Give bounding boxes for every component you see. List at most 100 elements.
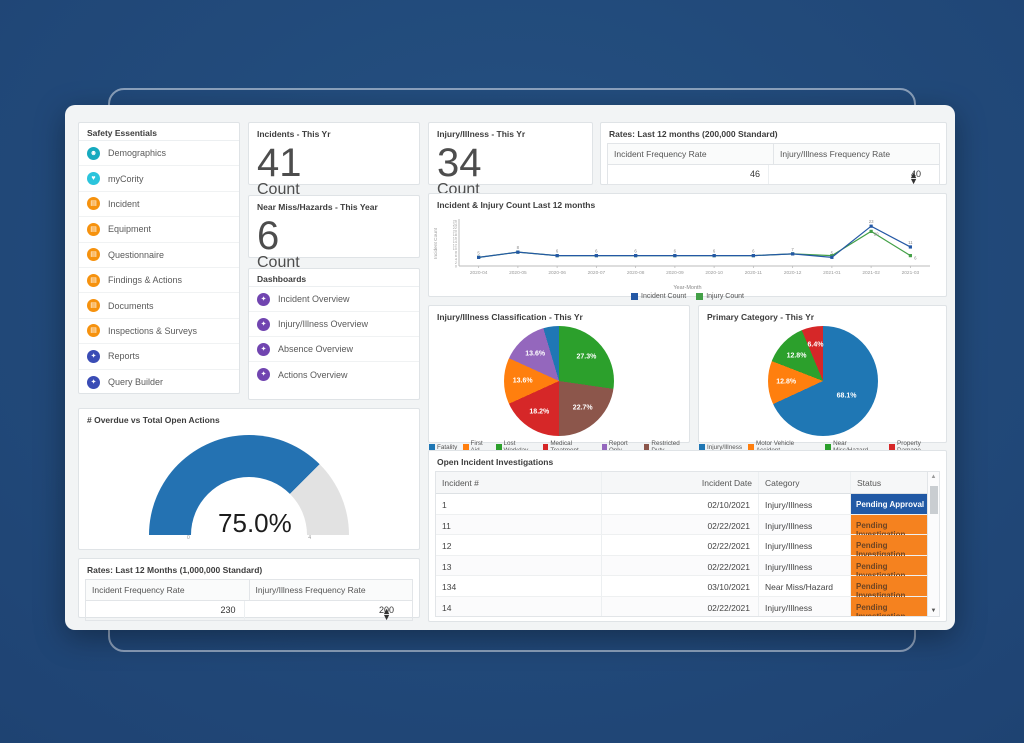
spinner-up-icon[interactable]: ▲	[909, 170, 918, 180]
sidebar-item-label: Findings & Actions	[108, 275, 183, 286]
table-row[interactable]: 134 03/10/2021 Near Miss/Hazard Pending Inv…	[436, 576, 927, 600]
table-row[interactable]: 11 02/22/2021 Injury/Illness Pending Invest…	[436, 514, 927, 539]
dashboard-item-actions-overview[interactable]: ✦ Actions Overview	[249, 362, 419, 387]
sidebar-item-label: Demographics	[108, 148, 167, 159]
rates-200k-spinner[interactable]: ▲ ▼	[903, 168, 936, 186]
bulb-icon: ✦	[257, 292, 270, 306]
rates-1m-injury-rate[interactable]: 200	[378, 605, 394, 615]
sidebar-item-incident[interactable]: ▤ Incident	[79, 192, 239, 218]
status-badge: Pending Approval	[851, 494, 927, 514]
spinner-down-icon[interactable]: ▼	[382, 612, 391, 622]
rates-200k-header: Incident Frequency Rate Injury/Illness F…	[608, 144, 939, 165]
legend-swatch	[889, 444, 896, 450]
sidebar-item-documents[interactable]: ▤ Documents	[79, 293, 239, 319]
svg-text:6: 6	[634, 249, 637, 254]
sidebar-items: ☻ Demographics ♥ myCority ▤ Incident ▤ Equipmen…	[79, 141, 239, 395]
table-row[interactable]: 13 02/22/2021 Injury/Illness Pending Invest…	[436, 555, 927, 580]
line-chart: 0 2 4 6 8 10 12 14 16 18 20 22 24 26 2020-04 2020-05 202…	[429, 214, 946, 285]
cell-category: Injury/Illness	[759, 596, 851, 616]
spinner-down-icon[interactable]: ▼	[909, 176, 918, 186]
legend-swatch	[644, 444, 650, 450]
scroll-down-icon[interactable]: ▼	[930, 608, 937, 614]
cell-incident-id: 1	[436, 494, 602, 514]
open-investigations-title: Open Incident Investigations	[437, 457, 554, 467]
rates-1m-incident-rate[interactable]: 230	[86, 601, 245, 620]
dashboard-item-incident-overview[interactable]: ✦ Incident Overview	[249, 287, 419, 312]
bulb-icon: ✦	[257, 368, 270, 381]
legend-swatch	[631, 293, 639, 300]
dashboard-item-injury-illness-overview[interactable]: ✦ Injury/Illness Overview	[249, 312, 419, 337]
rates-200k-incident-rate[interactable]: 46	[608, 165, 769, 184]
bulb-icon: ✦	[87, 349, 100, 363]
line-chart-xlabel: Year-Month	[673, 285, 702, 291]
table-col-header-incident-date[interactable]: Incident Date	[602, 472, 759, 493]
cell-incident-date: 02/10/2021	[602, 494, 759, 514]
dashboard-item-absence-overview[interactable]: ✦ Absence Overview	[249, 337, 419, 362]
scrollbar-thumb[interactable]	[930, 486, 938, 514]
rates-200k-card: Rates: Last 12 months (200,000 Standard)…	[600, 122, 947, 186]
svg-text:14: 14	[453, 240, 457, 244]
sidebar-item-mycority[interactable]: ♥ myCority	[79, 166, 239, 192]
svg-text:11: 11	[908, 240, 913, 245]
cell-status: Pending Investigation	[851, 576, 927, 600]
sidebar-item-questionnaire[interactable]: ▤ Questionnaire	[79, 243, 239, 268]
svg-text:2020-08: 2020-08	[627, 270, 645, 276]
svg-text:16: 16	[453, 237, 457, 241]
table-row[interactable]: 12 02/22/2021 Injury/Illness Pending Invest…	[436, 535, 927, 559]
pie-slice-label-lost-workday: 27.3%	[576, 353, 597, 361]
svg-text:2021-01: 2021-01	[823, 270, 841, 276]
sidebar-item-equipment[interactable]: ▤ Equipment	[79, 217, 239, 243]
svg-text:0: 0	[455, 264, 457, 268]
svg-text:6: 6	[713, 249, 716, 254]
sidebar-item-demographics[interactable]: ☻ Demographics	[79, 141, 239, 167]
sidebar-navigation: Safety Essentials ☻ Demographics ♥ myCority…	[78, 122, 240, 394]
svg-text:12: 12	[453, 244, 457, 248]
cell-category: Injury/Illness	[759, 535, 851, 555]
spinner-up-icon[interactable]: ▲	[382, 606, 391, 616]
svg-text:2: 2	[455, 261, 457, 265]
sidebar-item-findings-actions[interactable]: ▤ Findings & Actions	[79, 268, 239, 294]
sidebar-item-inspections-surveys[interactable]: ▤ Inspections & Surveys	[79, 319, 239, 345]
cell-status: Pending Approval	[851, 494, 927, 514]
table-col-header-status[interactable]: Status	[857, 478, 882, 488]
dashboards-list-card: Dashboards ✦ Incident Overview ✦ Injury/Ill…	[248, 268, 420, 400]
sidebar-item-label: Inspections & Surveys	[108, 325, 198, 336]
cell-incident-id: 13	[436, 555, 602, 575]
gauge-card: # Overdue vs Total Open Actions 75.0% 0 …	[78, 408, 420, 550]
svg-text:5: 5	[831, 250, 834, 255]
svg-text:2020-10: 2020-10	[705, 270, 723, 276]
module-icon: ▤	[87, 248, 100, 262]
pie-primary-category-chart: 68.1% 12.8% 12.8% 6.4%	[767, 326, 878, 436]
cell-category: Injury/Illness	[759, 494, 851, 514]
cell-category: Near Miss/Hazard	[759, 576, 851, 596]
sidebar-item-label: myCority	[108, 173, 144, 184]
table-row[interactable]: 14 02/22/2021 Injury/Illness Pending Invest…	[436, 596, 927, 616]
rates-1m-spinner[interactable]: ▲ ▼	[376, 604, 409, 622]
table-col-header-category[interactable]: Category	[759, 472, 851, 493]
module-icon: ▤	[87, 299, 100, 313]
table-col-header-incident[interactable]: Incident #	[436, 472, 602, 493]
pie-card-primary-category: Primary Category - This Yr 68.1% 12.8% 12.…	[698, 305, 947, 454]
table-scrollbar[interactable]: ▲ ▼	[927, 472, 939, 616]
sidebar-item-query-builder[interactable]: ✦ Query Builder	[79, 370, 239, 395]
svg-text:2020-07: 2020-07	[588, 270, 606, 276]
svg-text:2020-09: 2020-09	[666, 270, 684, 276]
rates-1m-header: Incident Frequency Rate Injury/Illness F…	[86, 580, 412, 601]
dashboards-title: Dashboards	[249, 269, 419, 287]
legend-swatch	[496, 444, 502, 450]
table-row[interactable]: 1 02/10/2021 Injury/Illness Pending Approva…	[436, 494, 927, 515]
svg-text:18: 18	[453, 233, 457, 237]
svg-text:2020-11: 2020-11	[745, 270, 763, 276]
bulb-icon: ✦	[87, 375, 100, 389]
sidebar-item-reports[interactable]: ✦ Reports	[79, 344, 239, 370]
sidebar-item-label: Query Builder	[108, 377, 164, 388]
pie-slice-label-restricted-duty: 22.7%	[572, 404, 593, 412]
svg-text:26: 26	[453, 219, 457, 223]
cell-status: Pending Investigation	[851, 535, 927, 559]
rates-200k-injury-rate[interactable]: 40	[910, 169, 921, 179]
pie-classification-title: Injury/Illness Classification - This Yr	[437, 312, 583, 322]
cell-incident-date: 02/22/2021	[602, 596, 759, 616]
scroll-up-icon[interactable]: ▲	[930, 474, 937, 480]
rates-200k-grid: Incident Frequency Rate Injury/Illness F…	[607, 143, 940, 186]
